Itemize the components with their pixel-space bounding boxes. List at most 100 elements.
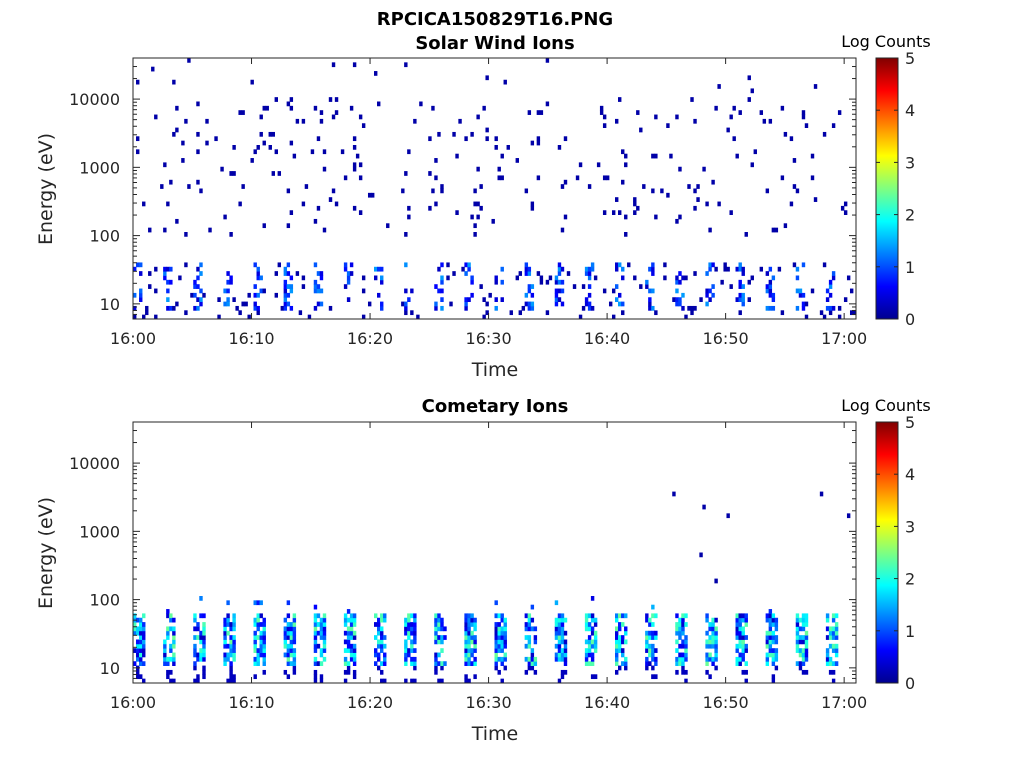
heatmap-cell: [642, 184, 646, 189]
heatmap-cell: [545, 58, 550, 63]
heatmap-cell: [527, 110, 532, 115]
heatmap-cell: [587, 275, 592, 281]
heatmap-cell: [148, 227, 152, 233]
heatmap-cell: [639, 284, 643, 289]
heatmap-cell: [202, 292, 206, 298]
heatmap-cell: [443, 626, 447, 632]
heatmap-cell: [292, 656, 297, 662]
heatmap-cell: [322, 635, 327, 640]
heatmap-cell: [440, 188, 444, 194]
heatmap-cell: [714, 635, 718, 640]
heatmap-cell: [202, 665, 206, 671]
y-tick-label: 1000: [79, 522, 120, 541]
heatmap-cell: [464, 301, 468, 307]
heatmap-cell: [503, 635, 507, 640]
heatmap-cell: [563, 630, 568, 636]
heatmap-cell: [428, 171, 432, 176]
heatmap-cell: [464, 678, 468, 684]
heatmap-cell: [169, 266, 173, 272]
heatmap-cell: [343, 613, 348, 619]
heatmap-cell: [470, 639, 474, 645]
heatmap-cell: [624, 613, 628, 619]
heatmap-cell: [675, 279, 679, 285]
heatmap-cell: [687, 305, 691, 311]
heatmap-cell: [768, 622, 773, 627]
heatmap-cell: [223, 661, 227, 666]
heatmap-cell: [476, 201, 480, 207]
heatmap-cell: [825, 656, 830, 662]
heatmap-cell: [470, 613, 474, 619]
heatmap-cell: [464, 648, 468, 653]
heatmap-cell: [536, 136, 541, 142]
heatmap-cell: [464, 297, 468, 302]
heatmap-cell: [440, 678, 444, 684]
heatmap-cell: [654, 153, 658, 159]
heatmap-cell: [624, 153, 628, 159]
heatmap-cell: [199, 630, 203, 636]
heatmap-cell: [181, 158, 185, 163]
heatmap-cell: [154, 314, 158, 320]
heatmap-cell: [259, 652, 263, 658]
heatmap-cell: [467, 648, 471, 653]
heatmap-cell: [380, 639, 384, 645]
heatmap-cell: [380, 648, 384, 653]
heatmap-cell: [560, 301, 565, 307]
heatmap-cell: [256, 600, 260, 606]
heatmap-cell: [473, 223, 477, 229]
heatmap-cell: [292, 661, 297, 666]
heatmap-cell: [256, 271, 260, 276]
heatmap-cell: [738, 284, 742, 289]
heatmap-cell: [136, 669, 140, 675]
heatmap-cell: [407, 205, 411, 211]
heatmap-cell: [693, 118, 697, 124]
heatmap-cell: [831, 613, 836, 619]
heatmap-cell: [404, 171, 408, 176]
heatmap-cell: [645, 284, 649, 289]
heatmap-cell: [256, 275, 260, 281]
heatmap-cell: [825, 613, 830, 619]
heatmap-cell: [681, 661, 685, 666]
heatmap-cell: [557, 613, 562, 619]
heatmap-cell: [530, 292, 535, 298]
heatmap-cell: [678, 166, 682, 172]
heatmap-cell: [560, 279, 565, 285]
heatmap-cell: [804, 635, 809, 640]
heatmap-cell: [346, 609, 351, 614]
heatmap-cell: [497, 166, 501, 172]
heatmap-cell: [346, 279, 351, 285]
heatmap-cell: [193, 643, 197, 649]
heatmap-cell: [283, 652, 288, 658]
heatmap-cell: [346, 665, 351, 671]
heatmap-cell: [346, 643, 351, 649]
heatmap-cell: [253, 674, 257, 680]
heatmap-cell: [349, 613, 354, 619]
heatmap-cell: [380, 643, 384, 649]
heatmap-cell: [560, 184, 565, 189]
heatmap-cell: [560, 674, 565, 680]
heatmap-cell: [404, 288, 408, 294]
heatmap-cell: [437, 617, 441, 623]
colorbar-tick-label: 5: [905, 413, 915, 432]
heatmap-cell: [738, 639, 742, 645]
heatmap-cell: [530, 305, 535, 311]
heatmap-cell: [223, 288, 227, 294]
heatmap-cell: [741, 643, 745, 649]
heatmap-cell: [831, 305, 836, 311]
heatmap-cell: [139, 292, 143, 298]
heatmap-cell: [154, 288, 158, 294]
heatmap-cell: [410, 639, 414, 645]
axes-solar-wind: 16:00 16:10 16:20 16:30 16:40 16:50 17:0010100…: [69, 57, 867, 348]
heatmap-cell: [319, 622, 324, 627]
heatmap-cell: [407, 622, 411, 627]
heatmap-cell: [503, 652, 507, 658]
heatmap-cell: [593, 648, 598, 653]
heatmap-cell: [795, 639, 800, 645]
heatmap-cell: [500, 153, 504, 159]
heatmap-cell: [292, 669, 297, 675]
heatmap-cell: [380, 678, 384, 684]
heatmap-cell: [413, 661, 417, 666]
heatmap-cell: [651, 674, 655, 680]
heatmap-cell: [678, 630, 682, 636]
heatmap-cell: [383, 656, 387, 662]
heatmap-cell: [361, 275, 366, 281]
